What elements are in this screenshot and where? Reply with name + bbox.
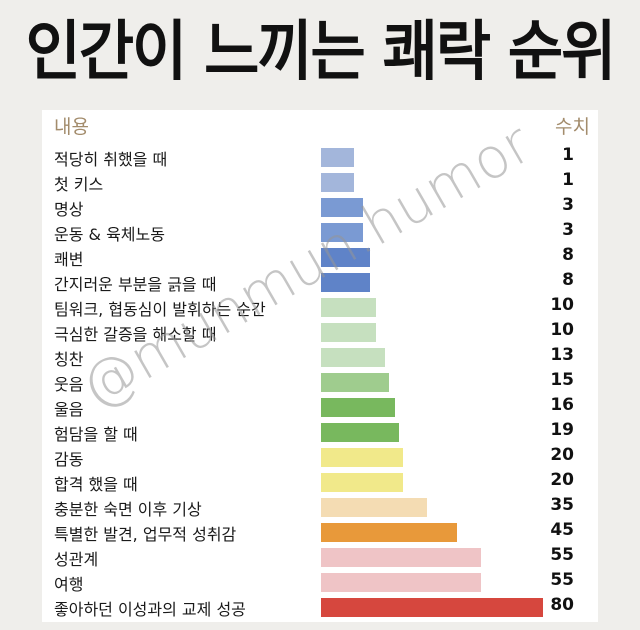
bar [321, 448, 403, 467]
row-value: 1 [562, 145, 574, 165]
row-value: 16 [550, 395, 574, 415]
row-label: 좋아하던 이성과의 교제 성공 [54, 600, 246, 619]
chart-row: 적당히 취했을 때 1 [42, 144, 598, 169]
row-label: 감동 [54, 450, 84, 469]
bar [321, 498, 427, 517]
bar [321, 198, 363, 217]
row-label: 성관계 [54, 550, 99, 569]
row-value: 55 [550, 570, 574, 590]
row-value: 8 [562, 245, 574, 265]
chart-row: 좋아하던 이성과의 교제 성공 80 [42, 594, 598, 619]
bar [321, 148, 354, 167]
chart-row: 명상 3 [42, 194, 598, 219]
column-header-content: 내용 [54, 116, 89, 138]
row-value: 20 [550, 470, 574, 490]
chart-row: 충분한 숙면 이후 기상 35 [42, 494, 598, 519]
row-value: 10 [550, 320, 574, 340]
row-value: 15 [550, 370, 574, 390]
row-value: 13 [550, 345, 574, 365]
bar [321, 273, 370, 292]
chart-row: 팀워크, 협동심이 발휘하는 순간 10 [42, 294, 598, 319]
row-value: 1 [562, 170, 574, 190]
bar [321, 248, 370, 267]
row-value: 35 [550, 495, 574, 515]
chart-row: 여행 55 [42, 569, 598, 594]
chart-row: 쾌변 8 [42, 244, 598, 269]
row-label: 험담을 할 때 [54, 425, 138, 444]
bar [321, 348, 385, 367]
chart-row: 험담을 할 때 19 [42, 419, 598, 444]
row-label: 특별한 발견, 업무적 성취감 [54, 525, 237, 544]
row-value: 3 [562, 195, 574, 215]
row-label: 칭찬 [54, 350, 84, 369]
row-value: 20 [550, 445, 574, 465]
row-label: 쾌변 [54, 250, 84, 269]
bar [321, 323, 376, 342]
row-label: 합격 했을 때 [54, 475, 138, 494]
bar [321, 523, 457, 542]
row-label: 첫 키스 [54, 175, 104, 194]
bar [321, 598, 543, 617]
row-label: 울음 [54, 400, 84, 419]
bar [321, 223, 363, 242]
row-value: 55 [550, 545, 574, 565]
bar [321, 423, 399, 442]
row-label: 팀워크, 협동심이 발휘하는 순간 [54, 300, 266, 319]
row-label: 여행 [54, 575, 84, 594]
chart-row: 성관계 55 [42, 544, 598, 569]
bar [321, 473, 403, 492]
row-value: 80 [550, 595, 574, 615]
chart-row: 칭찬 13 [42, 344, 598, 369]
chart-row: 극심한 갈증을 해소할 때 10 [42, 319, 598, 344]
row-value: 8 [562, 270, 574, 290]
chart-row: 감동 20 [42, 444, 598, 469]
column-header-value: 수치 [555, 116, 590, 138]
row-label: 적당히 취했을 때 [54, 150, 168, 169]
row-label: 명상 [54, 200, 84, 219]
chart-row: 간지러운 부분을 긁을 때 8 [42, 269, 598, 294]
page-title: 인간이 느끼는 쾌락 순위 [25, 14, 617, 90]
bar [321, 398, 395, 417]
row-label: 웃음 [54, 375, 84, 394]
bar [321, 373, 389, 392]
chart-row: 웃음 15 [42, 369, 598, 394]
row-label: 극심한 갈증을 해소할 때 [54, 325, 217, 344]
bar [321, 298, 376, 317]
chart-row: 울음 16 [42, 394, 598, 419]
row-value: 3 [562, 220, 574, 240]
row-value: 10 [550, 295, 574, 315]
chart-row: 첫 키스 1 [42, 169, 598, 194]
bar [321, 173, 354, 192]
row-label: 운동 & 육체노동 [54, 225, 165, 244]
bar [321, 573, 481, 592]
row-value: 19 [550, 420, 574, 440]
row-label: 충분한 숙면 이후 기상 [54, 500, 202, 519]
chart-row: 합격 했을 때 20 [42, 469, 598, 494]
row-value: 45 [550, 520, 574, 540]
bar [321, 548, 481, 567]
chart-row: 운동 & 육체노동 3 [42, 219, 598, 244]
row-label: 간지러운 부분을 긁을 때 [54, 275, 217, 294]
chart-row: 특별한 발견, 업무적 성취감 45 [42, 519, 598, 544]
